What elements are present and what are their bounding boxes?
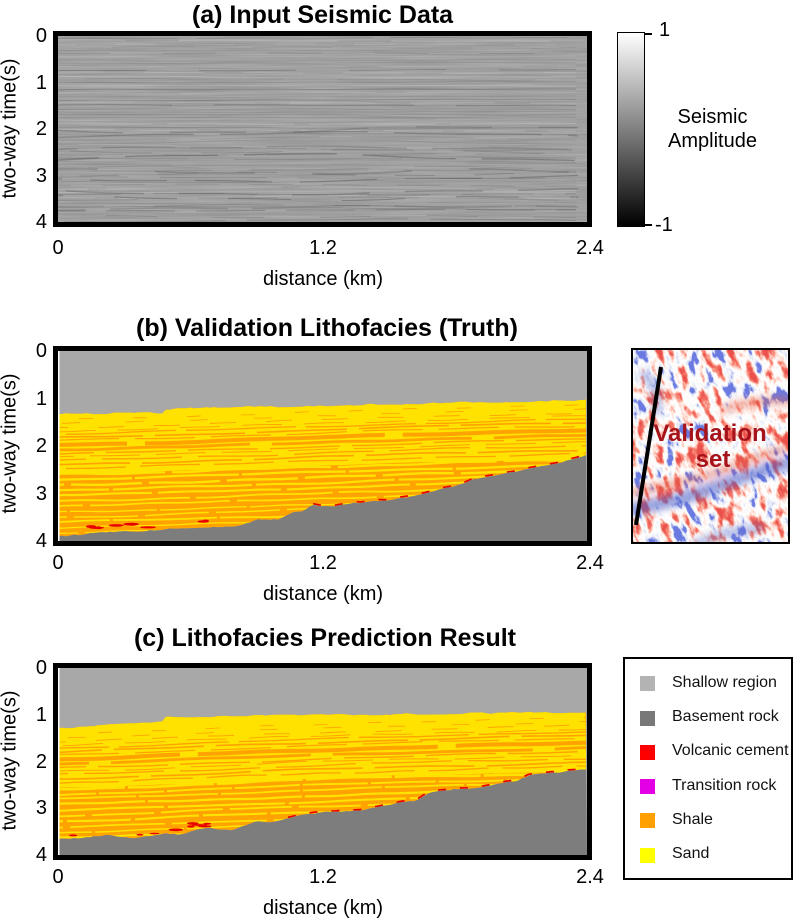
svg-text:set: set: [696, 446, 731, 473]
svg-text:Validation: Validation: [653, 420, 766, 447]
